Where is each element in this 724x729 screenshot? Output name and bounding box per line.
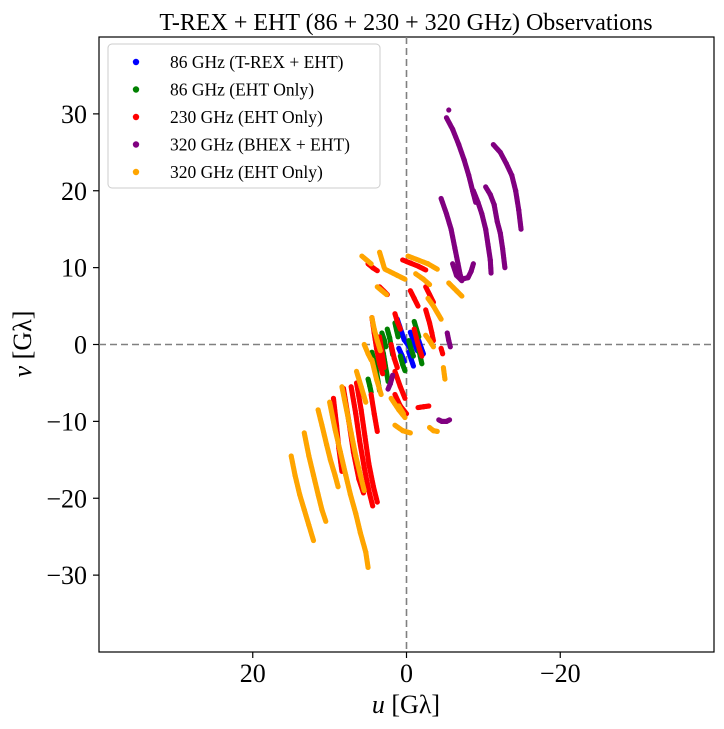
data-point	[446, 417, 453, 423]
chart-title: T-REX + EHT (86 + 230 + 320 GHz) Observa…	[159, 10, 652, 36]
data-points	[288, 107, 524, 571]
x-axis-label: u [Gλ]	[372, 690, 440, 719]
y-axis: 30 20 10 0 −10 −20 −30	[46, 100, 99, 590]
y-tick-label: 0	[74, 331, 87, 360]
data-point	[419, 353, 425, 359]
data-point	[370, 503, 376, 509]
reference-lines	[99, 37, 714, 652]
data-point	[397, 326, 403, 332]
data-point	[434, 428, 440, 434]
data-point	[374, 268, 380, 274]
data-point	[415, 303, 421, 309]
data-point	[459, 293, 465, 299]
x-tick-label: −20	[540, 659, 581, 688]
legend: 86 GHz (T-REX + EHT) 86 GHz (EHT Only) 230…	[107, 43, 381, 189]
data-point	[402, 395, 408, 401]
data-point	[488, 270, 494, 276]
legend-marker	[132, 113, 140, 121]
y-tick-label: −30	[46, 561, 87, 590]
data-point	[426, 281, 433, 288]
data-point	[419, 361, 425, 367]
data-point	[368, 261, 374, 267]
data-point	[518, 226, 524, 232]
data-point	[380, 371, 386, 377]
data-point	[363, 399, 369, 405]
legend-marker	[132, 58, 140, 66]
data-point	[402, 368, 408, 374]
data-point	[442, 376, 448, 382]
data-point	[470, 261, 476, 267]
data-point	[365, 564, 371, 571]
data-point	[368, 357, 374, 363]
data-point	[394, 364, 400, 371]
y-tick-label: −10	[46, 407, 87, 436]
data-point	[377, 348, 383, 354]
x-tick-label: 20	[240, 659, 266, 688]
data-point	[438, 316, 444, 322]
series-4	[288, 249, 465, 571]
data-point	[378, 391, 384, 398]
data-point	[335, 484, 341, 490]
data-point	[310, 537, 317, 544]
data-point	[459, 278, 465, 284]
y-axis-label: v [Gλ]	[8, 311, 37, 378]
y-tick-label: −20	[46, 484, 87, 513]
data-point	[447, 344, 453, 350]
data-point	[402, 276, 408, 282]
x-tick-label: 0	[400, 659, 413, 688]
y-tick-label: 30	[61, 100, 87, 129]
data-point	[383, 344, 389, 350]
legend-box	[107, 43, 381, 189]
data-point	[374, 499, 380, 505]
data-point	[434, 266, 440, 272]
x-axis: 20 0 −20	[240, 652, 581, 688]
legend-marker	[132, 168, 140, 176]
legend-label: 86 GHz (T-REX + EHT)	[170, 52, 344, 72]
y-tick-label: 20	[61, 177, 87, 206]
data-point	[395, 334, 401, 340]
data-point	[385, 386, 391, 392]
data-point	[407, 430, 413, 436]
data-point	[446, 107, 452, 113]
legend-label: 320 GHz (EHT Only)	[170, 162, 323, 182]
data-point	[430, 344, 437, 350]
data-point	[374, 428, 380, 434]
data-point	[400, 411, 407, 417]
data-point	[423, 267, 429, 273]
legend-label: 320 GHz (BHEX + EHT)	[170, 135, 350, 155]
data-point	[361, 487, 367, 494]
data-point	[383, 291, 390, 298]
legend-marker	[132, 141, 140, 148]
data-point	[323, 518, 329, 524]
data-point	[381, 364, 387, 371]
data-point	[426, 403, 432, 409]
legend-label: 230 GHz (EHT Only)	[170, 107, 323, 127]
legend-marker	[132, 86, 140, 93]
data-point	[502, 265, 508, 271]
data-point	[410, 363, 417, 369]
legend-label: 86 GHz (EHT Only)	[170, 80, 314, 100]
data-point	[410, 353, 417, 359]
data-point	[440, 351, 446, 357]
series-3	[385, 107, 524, 424]
y-tick-label: 10	[61, 254, 87, 283]
